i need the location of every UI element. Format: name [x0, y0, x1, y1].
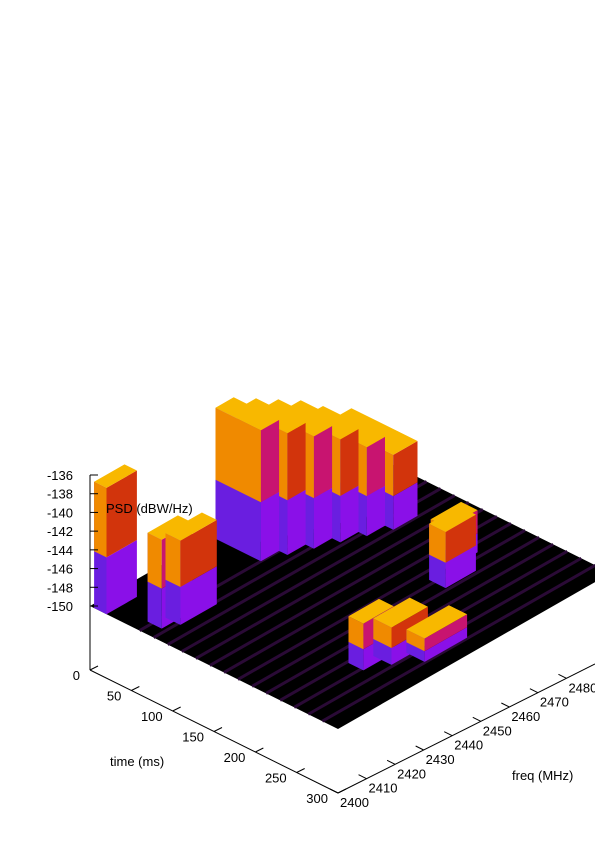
burst-front-lower	[366, 485, 385, 537]
burst-front-upper	[391, 606, 428, 648]
burst-side-upper	[373, 618, 392, 648]
burst-side-upper	[165, 533, 181, 587]
burst-top	[94, 464, 137, 488]
time-tick-label: 250	[265, 771, 287, 786]
freq-tick-label: 2400	[340, 795, 369, 810]
time-tick	[296, 768, 305, 773]
burst-front-upper	[313, 426, 333, 499]
freq-tick	[415, 745, 424, 751]
burst-front-lower	[106, 540, 137, 615]
burst-side-upper	[94, 481, 107, 558]
burst-front-lower	[340, 485, 359, 543]
burst-front-upper	[260, 419, 280, 503]
burst-front-upper	[340, 429, 359, 496]
freq-tick-label: 2410	[369, 781, 398, 796]
time-axis-title: time (ms)	[110, 754, 164, 769]
burst-front-upper	[424, 614, 468, 652]
burst-front-upper	[287, 422, 306, 501]
time-tick-label: 300	[306, 791, 328, 806]
z-tick-label: -138	[47, 487, 73, 502]
freq-tick-label: 2430	[426, 752, 455, 767]
signal-burst	[406, 605, 468, 662]
signal-bursts	[94, 397, 478, 671]
freq-tick-label: 2450	[483, 723, 512, 738]
burst-top	[373, 597, 428, 628]
time-tick	[89, 665, 99, 671]
z-tick-label: -144	[47, 543, 73, 558]
burst-front-lower	[180, 566, 217, 625]
burst-top	[215, 397, 280, 431]
freq-tick-label: 2480	[568, 680, 595, 695]
burst-top	[237, 398, 306, 434]
burst-top	[406, 605, 468, 639]
z-tick-label: -140	[47, 505, 73, 520]
burst-top	[282, 400, 359, 440]
time-tick	[131, 686, 140, 691]
time-tick	[172, 706, 181, 712]
floor-ripple	[181, 494, 456, 653]
time-tick-label: 100	[141, 709, 163, 724]
time-tick-label: 200	[224, 750, 246, 765]
time-tick-label: 150	[182, 730, 204, 745]
z-tick-label: -150	[47, 599, 73, 614]
time-tick	[255, 747, 264, 753]
freq-axis-title: freq (MHz)	[512, 768, 573, 783]
signal-burst	[165, 512, 217, 625]
freq-tick	[358, 774, 367, 780]
signal-burst	[215, 397, 280, 562]
burst-front-upper	[445, 514, 476, 563]
freq-tick	[329, 788, 339, 794]
freq-tick-label: 2470	[540, 695, 569, 710]
burst-front-upper	[393, 441, 418, 497]
floor-ripple	[321, 563, 595, 723]
freq-tick-label: 2420	[397, 766, 426, 781]
axes: -136 -138 -140 -142 -144 -146 -148 -150 0 50 100 15…	[47, 468, 595, 810]
freq-tick	[558, 673, 567, 679]
floor-ripple	[195, 501, 470, 660]
burst-top	[348, 598, 394, 624]
burst-side-upper	[215, 407, 261, 503]
burst-front-upper	[366, 436, 385, 497]
burst-side-upper	[348, 616, 364, 650]
burst-front-lower	[424, 627, 468, 662]
burst-front-lower	[393, 482, 418, 530]
z-axis-title: PSD (dBW/Hz)	[106, 501, 193, 516]
burst-front-lower	[445, 545, 476, 589]
freq-tick	[529, 688, 539, 694]
z-tick-label: -148	[47, 580, 73, 595]
burst-top	[165, 512, 217, 541]
time-tick-label: 50	[107, 689, 121, 704]
freq-tick-label: 2440	[454, 738, 483, 753]
freq-tick	[501, 702, 510, 708]
freq-tick	[443, 731, 453, 737]
freq-tick	[472, 716, 482, 722]
burst-front-lower	[313, 487, 333, 549]
z-tick-label: -146	[47, 562, 73, 577]
signal-burst	[94, 464, 137, 615]
freq-tick	[386, 759, 396, 765]
burst-top	[147, 515, 192, 540]
burst-front-upper	[180, 519, 217, 587]
burst-side-upper	[147, 532, 162, 589]
time-tick	[213, 727, 223, 732]
burst-front-upper	[106, 470, 137, 558]
burst-top	[260, 399, 333, 437]
burst-side-upper	[406, 629, 425, 652]
freq-axis-line	[337, 663, 595, 794]
freq-tick-label: 2460	[511, 709, 540, 724]
z-tick-label: -136	[47, 468, 73, 483]
signal-burst	[429, 506, 476, 589]
time-tick-label: 0	[73, 668, 80, 683]
burst-top	[429, 506, 476, 532]
burst-front-lower	[260, 491, 280, 562]
z-tick-label: -142	[47, 524, 73, 539]
burst-side-upper	[429, 523, 446, 563]
burst-front-lower	[287, 489, 306, 555]
